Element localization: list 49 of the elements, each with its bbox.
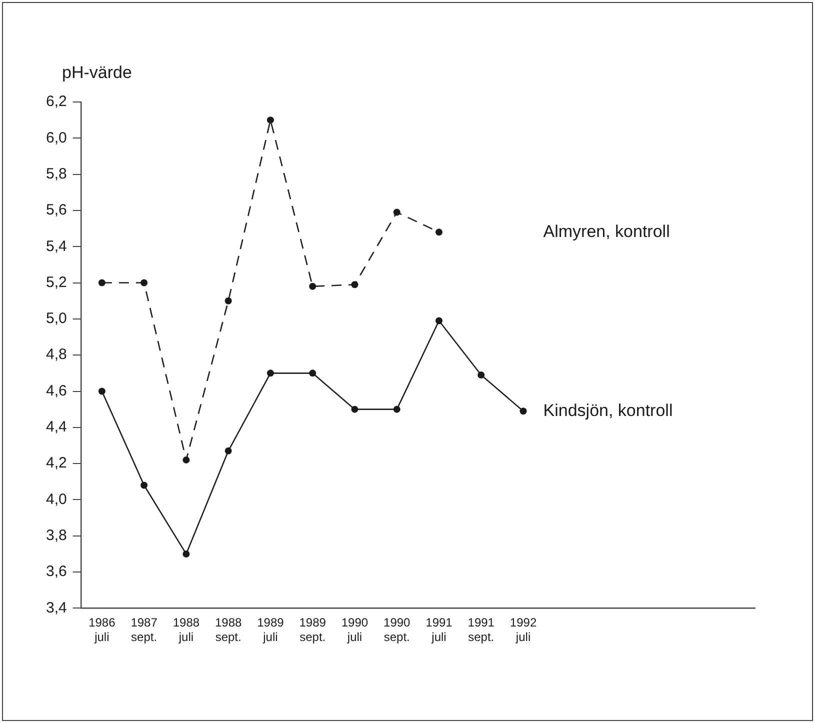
y-axis-title: pH-värde <box>62 63 132 82</box>
point <box>520 408 527 415</box>
x-tick-label: 1988 juli <box>172 616 200 644</box>
x-tick-label: 1990 juli <box>341 616 368 644</box>
y-tick-label: 5,8 <box>46 165 67 182</box>
point <box>435 317 442 324</box>
point <box>140 279 148 286</box>
x-tick-label: 1992 juli <box>510 616 537 644</box>
point <box>393 406 400 413</box>
y-tick-label: 4,4 <box>46 418 67 436</box>
y-tick-label: 5,2 <box>46 274 67 291</box>
y-tick-label: 3,4 <box>46 599 67 616</box>
y-tick-label: 6,2 <box>46 93 67 110</box>
y-tick-label: 4,2 <box>46 454 67 472</box>
point <box>98 388 106 395</box>
y-tick-label: 3,6 <box>46 563 67 580</box>
point <box>309 370 316 377</box>
y-tick-label: 4,8 <box>46 346 67 364</box>
y-tick-label: 4,6 <box>46 382 67 400</box>
point <box>309 282 316 290</box>
y-tick-label: 4,0 <box>46 490 67 508</box>
point <box>98 279 106 286</box>
point <box>351 281 358 288</box>
point <box>140 482 148 489</box>
point <box>182 456 190 464</box>
point <box>351 406 358 413</box>
point <box>266 370 274 377</box>
x-tick-label: 1989 sept. <box>299 616 326 644</box>
point <box>266 116 274 124</box>
x-tick-label: 1987 sept. <box>130 616 158 644</box>
y-tick-label: 5,6 <box>46 202 67 219</box>
point <box>182 550 190 558</box>
series-label: Kindsjön, kontroll <box>543 400 673 420</box>
y-tick-label: 5,0 <box>46 310 67 328</box>
point <box>224 297 232 304</box>
y-tick-label: 3,8 <box>46 527 67 544</box>
x-tick-label: 1986 juli <box>88 616 116 644</box>
x-tick-label: 1991 juli <box>426 616 453 644</box>
x-tick-label: 1988 sept. <box>214 616 242 644</box>
text: Almyren, kontroll <box>543 222 670 241</box>
point <box>435 228 442 236</box>
point <box>393 208 400 216</box>
x-tick-label: 1991 sept. <box>468 616 495 644</box>
point <box>478 371 485 378</box>
point <box>224 447 232 454</box>
y-tick-label: 5,4 <box>46 238 67 255</box>
x-tick-label: 1989 juli <box>257 616 284 644</box>
x-tick-label: 1990 sept. <box>384 616 411 644</box>
y-tick-label: 6,0 <box>46 129 67 146</box>
